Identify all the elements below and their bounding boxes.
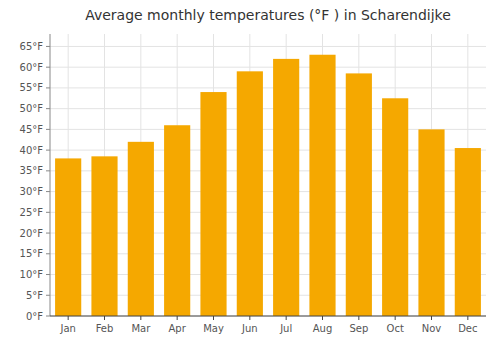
y-grid-line xyxy=(50,87,486,88)
x-tick-label: Apr xyxy=(169,323,187,334)
y-axis-line xyxy=(50,34,51,316)
y-tick-label: 0°F xyxy=(26,311,43,322)
x-tick xyxy=(68,316,69,320)
y-tick xyxy=(46,87,50,88)
x-tick-label: Mar xyxy=(131,323,151,334)
x-tick xyxy=(286,316,287,320)
x-tick xyxy=(322,316,323,320)
bar xyxy=(309,55,335,316)
y-tick-label: 20°F xyxy=(20,228,44,239)
x-axis: Jan Feb Mar Apr May Jun Jul Aug Sep Oct Nov Dec xyxy=(50,316,486,334)
x-tick-label: Feb xyxy=(96,323,114,334)
bar xyxy=(418,129,444,316)
chart: Average monthly temperatures (°F ) in Sc… xyxy=(0,0,500,350)
y-tick-label: 10°F xyxy=(20,269,44,280)
y-tick xyxy=(46,233,50,234)
y-tick-label: 40°F xyxy=(20,145,44,156)
y-tick xyxy=(46,67,50,68)
x-tick xyxy=(140,316,141,320)
y-grid-line xyxy=(50,67,486,68)
x-tick-label: May xyxy=(203,323,224,334)
y-tick xyxy=(46,108,50,109)
y-axis: 0°F 5°F 10°F 15°F 20°F 25°F 30°F 35°F 40°F 45°F 50… xyxy=(20,34,50,322)
x-tick-label: Aug xyxy=(313,323,333,334)
y-tick xyxy=(46,170,50,171)
bar xyxy=(273,59,299,316)
x-tick xyxy=(467,316,468,320)
bar xyxy=(455,148,481,316)
title: Average monthly temperatures (°F ) in Sc… xyxy=(85,7,451,23)
x-tick xyxy=(431,316,432,320)
y-tick-label: 15°F xyxy=(20,248,44,259)
x-tick xyxy=(213,316,214,320)
y-tick-label: 60°F xyxy=(20,62,44,73)
x-axis-line xyxy=(50,316,486,317)
y-tick-label: 25°F xyxy=(20,207,44,218)
y-tick-label: 50°F xyxy=(20,103,44,114)
y-grid-line xyxy=(50,46,486,47)
y-tick-label: 45°F xyxy=(20,124,44,135)
grid xyxy=(50,34,486,316)
x-tick xyxy=(177,316,178,320)
y-tick xyxy=(46,253,50,254)
y-tick-label: 30°F xyxy=(20,186,44,197)
bar xyxy=(200,92,226,316)
y-grid-line xyxy=(50,108,486,109)
x-tick xyxy=(249,316,250,320)
x-tick-label: Oct xyxy=(387,323,404,334)
y-tick xyxy=(46,212,50,213)
x-tick-label: Jan xyxy=(59,323,75,334)
bar xyxy=(164,125,190,316)
y-tick-label: 55°F xyxy=(20,82,44,93)
bar xyxy=(128,142,154,316)
y-tick xyxy=(46,191,50,192)
y-tick-label: 35°F xyxy=(20,165,44,176)
y-tick xyxy=(46,316,50,317)
bar xyxy=(55,158,81,316)
x-tick-label: Jun xyxy=(241,323,258,334)
bars xyxy=(55,55,481,316)
y-tick xyxy=(46,295,50,296)
bar xyxy=(346,73,372,316)
bar xyxy=(91,156,117,316)
x-tick-label: Dec xyxy=(458,323,477,334)
y-tick xyxy=(46,274,50,275)
x-tick-label: Sep xyxy=(349,323,368,334)
y-tick xyxy=(46,129,50,130)
y-tick-label: 65°F xyxy=(20,41,44,52)
x-tick xyxy=(104,316,105,320)
y-tick-label: 5°F xyxy=(26,290,43,301)
bar xyxy=(237,71,263,316)
x-tick xyxy=(358,316,359,320)
x-tick xyxy=(395,316,396,320)
chart-container: Average monthly temperatures (°F ) in Sc… xyxy=(0,0,500,350)
bar xyxy=(382,98,408,316)
y-tick xyxy=(46,46,50,47)
y-grid-line xyxy=(50,316,486,317)
y-tick xyxy=(46,150,50,151)
x-tick-label: Jul xyxy=(279,323,292,334)
x-tick-label: Nov xyxy=(422,323,442,334)
